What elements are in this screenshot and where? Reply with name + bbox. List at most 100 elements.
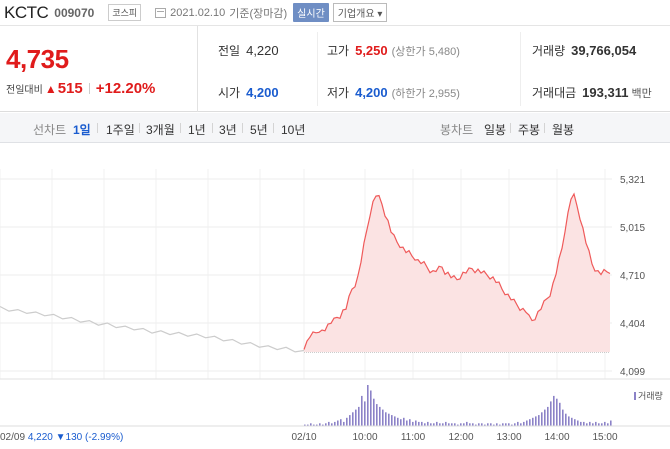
volume-bar [610,420,612,426]
volume-legend-marker [634,392,636,400]
volume-value: 39,766,054 [571,43,637,58]
stock-header: KCTC 009070 코스피 2021.02.10 기준(장마감) 실시간 기… [0,0,670,26]
current-price-box: 4,735 전일대비 ▲ 515 +12.20% [0,26,198,112]
prev-close-label: 전일 [218,44,241,58]
volume-bar [526,420,528,426]
intraday-chart[interactable]: 5,321 5,015 4,710 4,404 4,099 거래량 02/10 10:00 11… [0,143,670,449]
volume-bar [313,424,315,426]
volume-bar [478,423,480,426]
divider [212,123,213,133]
stock-code: 009070 [54,5,95,20]
volume-bar [601,423,603,426]
y-tick-label: 4,099 [620,367,645,378]
high-value: 5,250 [355,43,388,58]
prev-day-line [0,305,305,353]
prev-day-caption: 02/09 4,220 ▼130 (-2.99%) [0,432,123,443]
tab-5year[interactable]: 5년 [250,123,268,137]
trade-value-label: 거래대금 [532,86,577,100]
volume-bar [400,419,402,426]
volume-label: 거래량 [532,44,566,58]
low-stat: 저가 4,200 (하한가 2,955) [327,84,460,101]
volume-bar [340,419,342,426]
today-line [303,192,611,350]
trade-value: 193,311 [582,85,629,100]
line-chart-label: 선차트 [33,123,67,137]
volume-bar [424,423,426,426]
lower-limit: (하한가 2,955) [391,88,460,100]
y-tick-label: 5,321 [620,175,645,186]
x-tick-label: 13:00 [496,432,521,443]
volume-bar [349,415,351,426]
volume-bar [319,423,321,426]
volume-bar [571,417,573,426]
realtime-button[interactable]: 실시간 [293,3,329,22]
volume-bar [472,423,474,426]
volume-bar [355,409,357,426]
volume-bar [589,421,591,426]
volume-bar [457,424,459,426]
divider [139,123,140,133]
volume-bar [556,398,558,426]
tab-1year[interactable]: 1년 [188,123,206,137]
volume-bar [460,423,462,426]
calendar-icon [155,7,167,18]
volume-bar [376,404,378,426]
prev-close-value: 4,220 [246,43,279,58]
chart-period-tabs: 선차트 1일 1주일 3개월 1년 3년 5년 10년 봉차트 일봉 주봉 월봉 [0,113,670,143]
current-price: 4,735 [6,44,69,74]
volume-bar [475,424,477,426]
tab-10year[interactable]: 10년 [281,123,306,137]
volume-bar [385,412,387,426]
chart-canvas[interactable]: 5,321 5,015 4,710 4,404 4,099 거래량 02/10 10:00 11… [0,143,670,449]
tab-monthly-candle[interactable]: 월봉 [552,123,575,137]
volume-bar [391,415,393,426]
change-label: 전일대비 [6,85,43,96]
volume-bar [370,390,372,426]
divider [273,123,274,133]
volume-bar [490,423,492,426]
volume-bar [346,417,348,426]
volume-bar [595,421,597,426]
volume-bar [373,398,375,426]
volume-bar [517,421,519,426]
tab-3year[interactable]: 3년 [219,123,237,137]
tab-weekly-candle[interactable]: 주봉 [518,123,541,137]
volume-bar [487,423,489,426]
y-tick-label: 5,015 [620,223,645,234]
volume-legend-label: 거래량 [638,390,663,401]
volume-bar [439,423,441,426]
y-tick-label: 4,404 [620,319,645,330]
tab-1week[interactable]: 1주일 [106,123,135,137]
x-tick-label: 10:00 [352,432,377,443]
volume-bar [481,423,483,426]
x-tick-label: 02/10 [291,432,316,443]
volume-bar [382,409,384,426]
volume-bar [565,413,567,426]
volume-bar [433,423,435,426]
volume-bar [484,424,486,426]
prev-close-stat: 전일 4,220 [218,42,279,59]
volume-bar [367,385,369,426]
divider [544,123,545,133]
price-change: 전일대비 ▲ 515 +12.20% [6,80,155,97]
tab-3month[interactable]: 3개월 [146,123,175,137]
volume-bar [418,421,420,426]
trade-value-unit: 백만 [631,88,652,100]
volume-bar [568,416,570,426]
divider [88,83,90,94]
volume-bar [466,421,468,426]
caption-part: (-2.99%) [85,432,123,443]
volume-bar [334,421,336,426]
volume-bar [469,423,471,426]
volume-bar [607,423,609,426]
volume-bar [409,419,411,426]
volume-bar [352,412,354,426]
quote-basis: 기준(장마감) [229,7,288,20]
tab-daily-candle[interactable]: 일봉 [484,123,507,137]
volume-bar [523,421,525,426]
tab-1day[interactable]: 1일 [73,123,91,137]
company-info-dropdown[interactable]: 기업개요 ▾ [332,3,388,22]
volume-bar [328,421,330,426]
volume-bar [604,421,606,426]
x-tick-label: 11:00 [401,432,426,443]
